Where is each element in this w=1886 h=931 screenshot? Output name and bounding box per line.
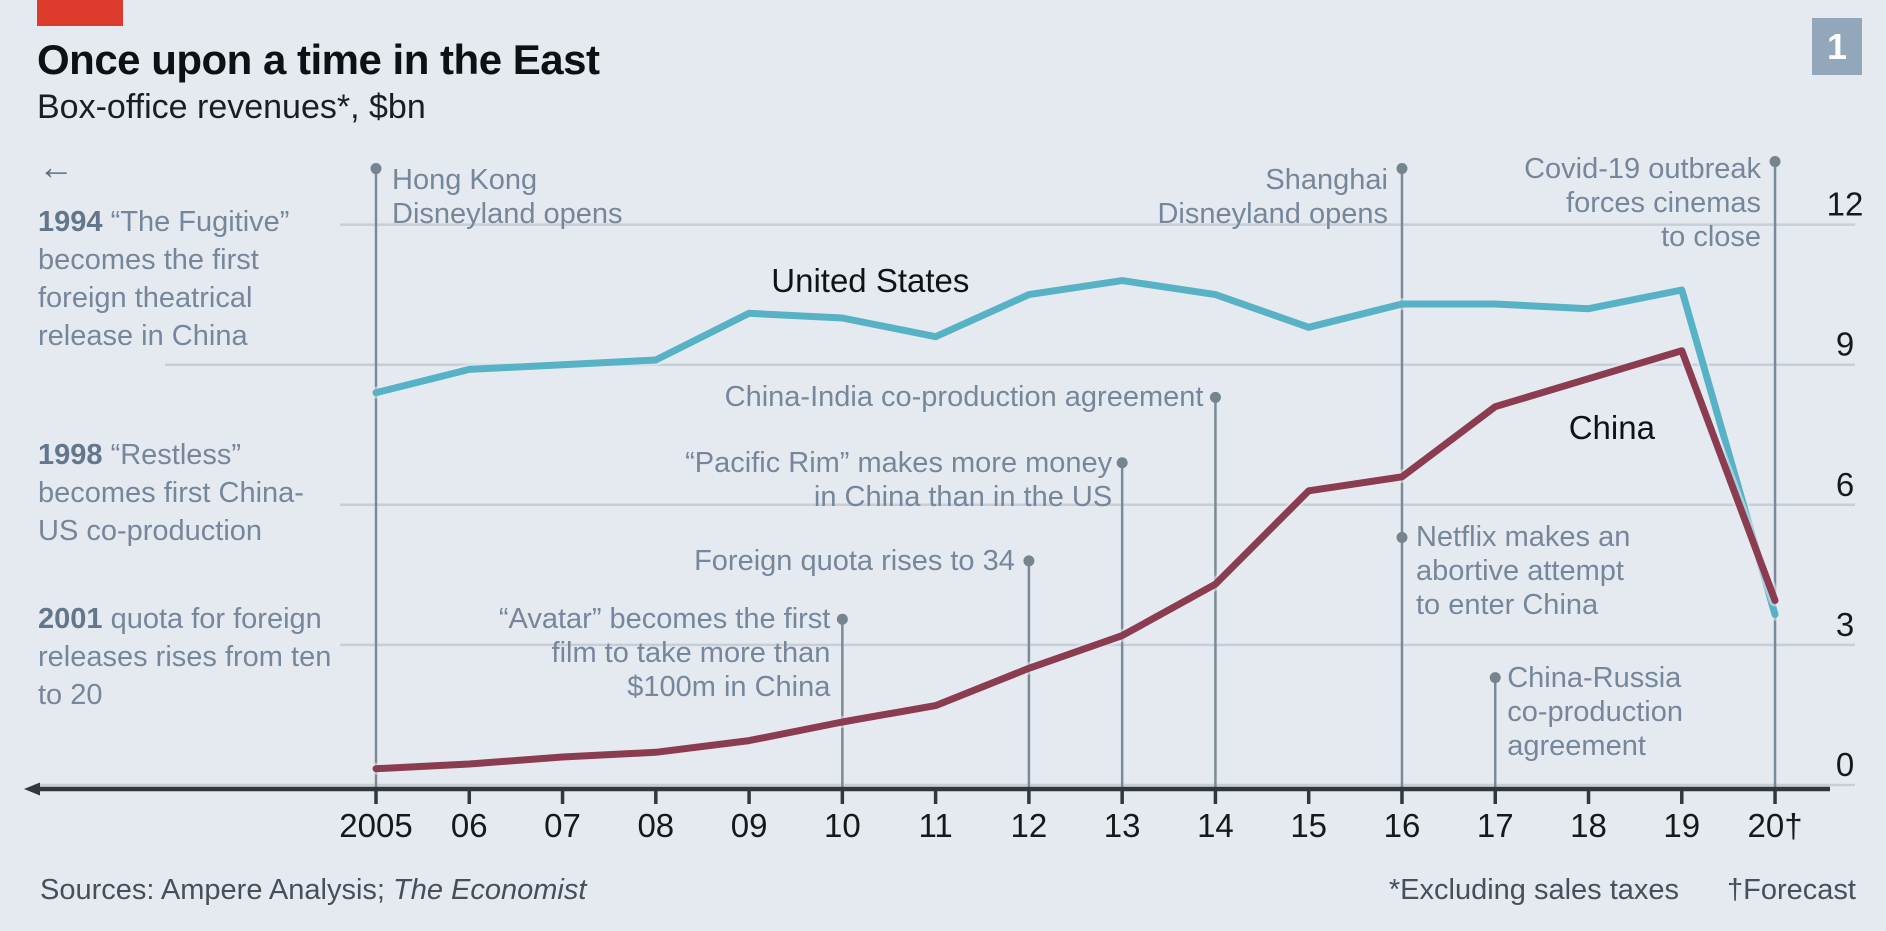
footnote-excluding-taxes: *Excluding sales taxes [1388,874,1680,906]
sources-text: Sources: Ampere Analysis; [40,874,393,906]
timeline-note-1998: 1998 “Restless” becomes first China-US c… [38,436,333,550]
svg-text:11: 11 [918,807,952,844]
note-text: quota for foreign releases rises from te… [38,603,332,711]
svg-text:9: 9 [1836,326,1854,363]
timeline-note-2001: 2001 quota for foreign releases rises fr… [38,600,333,714]
sources-line: Sources: Ampere Analysis; The Economist [40,874,586,907]
footnote-forecast: †Forecast [1727,874,1856,906]
svg-text:16: 16 [1384,807,1421,844]
sources-publisher: The Economist [393,874,587,906]
chart-subtitle: Box-office revenues*, $bn [37,88,426,126]
svg-text:06: 06 [451,807,488,844]
svg-text:13: 13 [1104,807,1141,844]
figure-number-badge: 1 [1812,18,1862,75]
note-text: “The Fugitive” becomes the first foreign… [38,206,290,352]
note-year: 1998 [38,439,103,471]
svg-text:18: 18 [1570,807,1607,844]
svg-text:08: 08 [637,807,674,844]
svg-text:2005: 2005 [339,807,412,844]
svg-text:12: 12 [1011,807,1048,844]
timeline-note-1994: 1994 “The Fugitive” becomes the first fo… [38,203,333,355]
economist-red-tab [37,0,123,26]
note-text: “Restless” becomes first China-US co-pro… [38,439,304,547]
footnotes: *Excluding sales taxes †Forecast [1389,874,1856,907]
left-arrow-icon: ← [38,146,74,187]
svg-text:0: 0 [1836,746,1854,783]
svg-text:3: 3 [1836,606,1854,643]
note-year: 1994 [38,206,103,238]
svg-text:15: 15 [1290,807,1327,844]
svg-text:10: 10 [824,807,861,844]
svg-text:14: 14 [1197,807,1234,844]
svg-text:20†: 20† [1748,807,1803,844]
note-year: 2001 [38,603,103,635]
svg-text:6: 6 [1836,466,1854,503]
svg-text:19: 19 [1663,807,1700,844]
page-title: Once upon a time in the East [37,36,600,83]
svg-text:07: 07 [544,807,581,844]
svg-text:09: 09 [731,807,768,844]
svg-text:17: 17 [1477,807,1514,844]
svg-text:12: 12 [1827,186,1864,223]
